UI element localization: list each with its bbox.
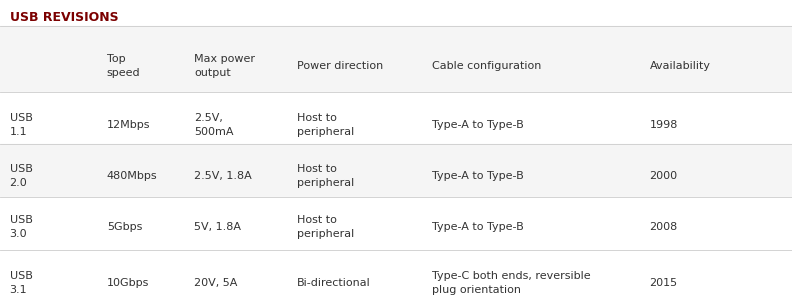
Text: 480Mbps: 480Mbps xyxy=(107,171,158,181)
Text: Host to
peripheral: Host to peripheral xyxy=(297,215,354,239)
Text: USB
3.1: USB 3.1 xyxy=(10,271,32,295)
Text: Type-A to Type-B: Type-A to Type-B xyxy=(432,222,524,232)
Text: 5Gbps: 5Gbps xyxy=(107,222,143,232)
Text: Cable configuration: Cable configuration xyxy=(432,61,541,71)
Text: Host to
peripheral: Host to peripheral xyxy=(297,113,354,137)
Text: Max power
output: Max power output xyxy=(194,54,255,78)
Bar xyxy=(0,197,792,250)
Text: Availability: Availability xyxy=(649,61,710,71)
Text: 20V, 5A: 20V, 5A xyxy=(194,278,238,288)
Bar xyxy=(0,26,792,92)
Text: Power direction: Power direction xyxy=(297,61,383,71)
Text: 2.5V,
500mA: 2.5V, 500mA xyxy=(194,113,234,137)
Text: Type-A to Type-B: Type-A to Type-B xyxy=(432,171,524,181)
Text: 1998: 1998 xyxy=(649,120,678,130)
Text: 2008: 2008 xyxy=(649,222,678,232)
Text: 2000: 2000 xyxy=(649,171,678,181)
Text: Top
speed: Top speed xyxy=(107,54,140,78)
Text: Bi-directional: Bi-directional xyxy=(297,278,371,288)
Bar xyxy=(0,144,792,197)
Text: USB
3.0: USB 3.0 xyxy=(10,215,32,239)
Text: 2015: 2015 xyxy=(649,278,678,288)
Text: 5V, 1.8A: 5V, 1.8A xyxy=(194,222,241,232)
Text: Host to
peripheral: Host to peripheral xyxy=(297,164,354,188)
Text: USB REVISIONS: USB REVISIONS xyxy=(10,11,118,23)
Text: 10Gbps: 10Gbps xyxy=(107,278,150,288)
Text: USB
1.1: USB 1.1 xyxy=(10,113,32,137)
Text: 2.5V, 1.8A: 2.5V, 1.8A xyxy=(194,171,252,181)
Text: USB
2.0: USB 2.0 xyxy=(10,164,32,188)
Text: 12Mbps: 12Mbps xyxy=(107,120,150,130)
Bar xyxy=(0,92,792,144)
Text: Type-A to Type-B: Type-A to Type-B xyxy=(432,120,524,130)
Text: Type-C both ends, reversible
plug orientation: Type-C both ends, reversible plug orient… xyxy=(432,271,590,295)
